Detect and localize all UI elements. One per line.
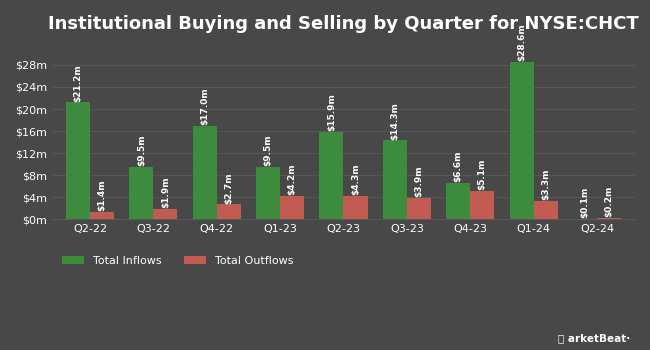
Bar bbox=[470, 191, 494, 219]
Bar bbox=[192, 126, 216, 219]
Text: $1.4m: $1.4m bbox=[98, 179, 107, 211]
Bar bbox=[280, 196, 304, 219]
Text: ⼏ arketBeat·: ⼏ arketBeat· bbox=[558, 333, 630, 343]
Legend: Total Inflows, Total Outflows: Total Inflows, Total Outflows bbox=[58, 251, 298, 270]
Bar bbox=[446, 183, 470, 219]
Title: Institutional Buying and Selling by Quarter for NYSE:CHCT: Institutional Buying and Selling by Quar… bbox=[48, 15, 639, 33]
Text: $4.2m: $4.2m bbox=[288, 164, 296, 195]
Text: $0.2m: $0.2m bbox=[604, 186, 614, 217]
Bar bbox=[319, 132, 343, 219]
Bar bbox=[90, 212, 114, 219]
Text: $15.9m: $15.9m bbox=[327, 93, 336, 131]
Text: $3.3m: $3.3m bbox=[541, 169, 550, 200]
Text: $0.1m: $0.1m bbox=[580, 187, 590, 218]
Text: $17.0m: $17.0m bbox=[200, 87, 209, 125]
Bar bbox=[66, 103, 90, 219]
Bar bbox=[343, 196, 367, 219]
Bar bbox=[256, 167, 280, 219]
Bar bbox=[383, 140, 407, 219]
Text: $21.2m: $21.2m bbox=[73, 64, 83, 102]
Bar bbox=[510, 62, 534, 219]
Bar bbox=[129, 167, 153, 219]
Bar bbox=[153, 209, 177, 219]
Text: $2.7m: $2.7m bbox=[224, 172, 233, 204]
Text: $6.6m: $6.6m bbox=[454, 150, 463, 182]
Text: $14.3m: $14.3m bbox=[390, 102, 399, 140]
Bar bbox=[534, 201, 558, 219]
Bar bbox=[407, 198, 431, 219]
Text: $3.9m: $3.9m bbox=[415, 165, 423, 197]
Text: $9.5m: $9.5m bbox=[264, 134, 272, 166]
Text: $1.9m: $1.9m bbox=[161, 176, 170, 208]
Text: $4.3m: $4.3m bbox=[351, 163, 360, 195]
Bar bbox=[597, 218, 621, 219]
Text: $5.1m: $5.1m bbox=[478, 159, 487, 190]
Bar bbox=[216, 204, 241, 219]
Text: $9.5m: $9.5m bbox=[137, 134, 146, 166]
Text: $28.6m: $28.6m bbox=[517, 23, 526, 61]
